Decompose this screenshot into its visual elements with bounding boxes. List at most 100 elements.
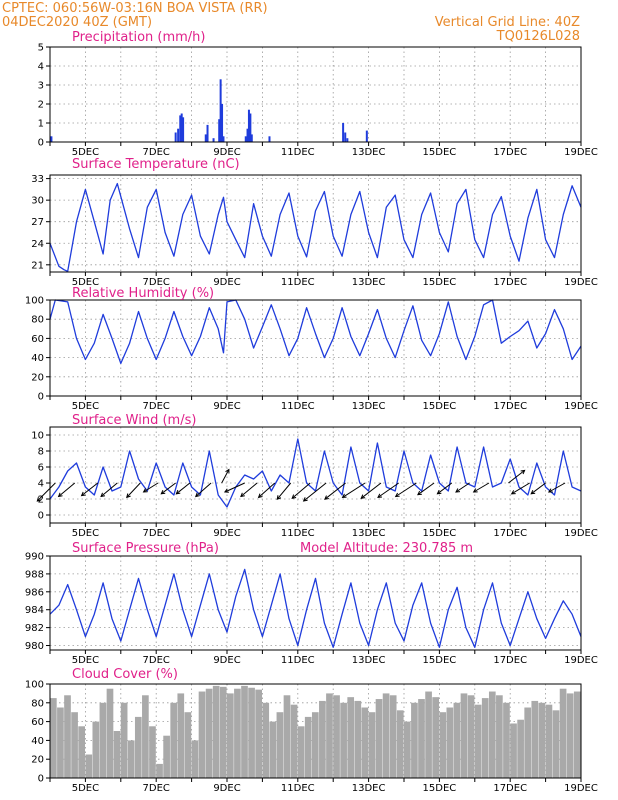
- cloud-cover-bar: [212, 685, 220, 778]
- y-tick-label: 0: [38, 392, 44, 403]
- y-tick-label: 0: [38, 511, 44, 522]
- wind-vector: [58, 482, 76, 497]
- cloud-cover-bar: [50, 698, 57, 778]
- precip-bar: [219, 79, 222, 142]
- x-tick-label: 15DEC: [423, 783, 457, 794]
- cloud-cover-bar: [524, 707, 532, 778]
- wind-vector: [530, 482, 546, 495]
- rh-panel: 0 20 40 60 80 100 5DEC 7DEC 9DEC 11DEC 13DEC 15DEC 1…: [25, 286, 598, 412]
- rh-frame: [49, 299, 582, 397]
- x-tick-label: 11DEC: [281, 783, 315, 794]
- cloud-cover-bar: [205, 688, 213, 778]
- cloud-cover-bar: [191, 740, 199, 778]
- y-tick-label: 3: [38, 81, 44, 92]
- cloud-cover-bar: [184, 712, 192, 778]
- precip-bar: [204, 134, 207, 142]
- precip-bar: [344, 132, 347, 142]
- wind-vector: [240, 482, 258, 497]
- y-tick-label: 984: [25, 605, 44, 616]
- x-tick-label: 13DEC: [352, 783, 386, 794]
- wind-vector: [224, 482, 245, 493]
- x-tick-label: 13DEC: [352, 401, 386, 412]
- wind-vector: [81, 482, 99, 496]
- cloud-cover-bar: [198, 691, 206, 778]
- cloud-cover-bar: [113, 731, 121, 778]
- pres-series-line: [49, 568, 582, 648]
- x-tick-label: 17DEC: [493, 147, 527, 158]
- x-tick-label: 13DEC: [352, 147, 386, 158]
- cloud-cover-bar: [149, 726, 156, 778]
- x-tick-label: 5DEC: [72, 401, 99, 412]
- y-tick-label: 980: [25, 641, 44, 652]
- y-tick-label: 982: [25, 623, 44, 634]
- y-tick-label: 30: [31, 196, 44, 207]
- x-tick-label: 15DEC: [423, 655, 457, 666]
- cloud-cover-bar: [234, 688, 241, 778]
- cloud-cover-bar: [333, 695, 340, 778]
- wind-vector: [126, 482, 141, 498]
- cloud-cover-bar: [573, 691, 581, 778]
- cloud-cover-bar: [241, 685, 248, 778]
- precip-bar: [247, 109, 250, 142]
- cloud-cover-bar: [262, 702, 270, 778]
- wind-vector: [176, 482, 191, 495]
- wind-vector: [221, 469, 230, 484]
- x-tick-label: 7DEC: [143, 783, 170, 794]
- x-tick-label: 15DEC: [423, 528, 457, 539]
- precip-bar: [179, 115, 182, 142]
- temp-panel: 21 24 27 30 33 5DEC 7DEC 9DEC 11DEC 13DEC 15DEC 17D…: [31, 157, 598, 288]
- temp-title: Surface Temperature (nC): [72, 157, 240, 172]
- precip-bar: [249, 113, 252, 142]
- cloud-panel: 0 20 40 60 80 100 5DEC 7DEC 9DEC 11DEC 13DEC 15DEC 1…: [25, 667, 598, 794]
- wind-vector-head: [223, 488, 229, 493]
- x-tick-label: 19DEC: [564, 655, 598, 666]
- y-tick-label: 40: [31, 736, 44, 747]
- cloud-cover-bar: [99, 702, 107, 778]
- wind-vector-head: [472, 488, 478, 493]
- x-tick-label: 9DEC: [213, 528, 240, 539]
- wind-vector: [508, 470, 525, 484]
- y-tick-label: 80: [31, 698, 44, 709]
- wind-vector-head: [100, 492, 106, 498]
- cloud-cover-bar: [311, 712, 319, 778]
- cloud-cover-bar: [290, 704, 298, 778]
- cloud-cover-bar: [64, 695, 71, 778]
- cloud-cover-bar: [418, 699, 425, 778]
- wind-vector-head: [436, 489, 442, 495]
- cloud-cover-bar: [425, 691, 432, 778]
- wind-vector: [258, 482, 276, 498]
- y-tick-label: 8: [38, 447, 44, 458]
- y-tick-label: 990: [25, 552, 44, 563]
- cloud-cover-bar: [85, 754, 93, 778]
- wind-vector-head: [360, 494, 366, 499]
- wind-vector: [303, 482, 327, 502]
- x-tick-label: 13DEC: [352, 655, 386, 666]
- header-station: CPTEC: 060:56W-03:16N BOA VISTA (RR): [2, 1, 268, 16]
- y-tick-label: 2: [38, 495, 44, 506]
- x-tick-label: 17DEC: [493, 277, 527, 288]
- precip-bar: [50, 136, 53, 142]
- y-tick-label: 4: [38, 62, 44, 73]
- wind-vector-head: [377, 493, 383, 498]
- y-tick-label: 988: [25, 569, 44, 580]
- wind-vector-head: [291, 494, 297, 499]
- cloud-cover-bar: [71, 712, 78, 778]
- cloud-cover-bar: [566, 693, 574, 778]
- y-tick-label: 0: [38, 138, 44, 149]
- precip-bar: [346, 138, 349, 142]
- precip-panel: 0 1 2 3 4 5 5DEC 7DEC 9DEC 11DEC 13DEC 15DEC 17DEC 19…: [38, 30, 598, 158]
- precip-bar: [246, 128, 249, 142]
- cloud-cover-bar: [503, 702, 510, 778]
- wind-vector: [455, 482, 470, 493]
- cloud-cover-bar: [389, 695, 397, 778]
- y-tick-label: 20: [31, 372, 44, 383]
- wind-vector: [395, 482, 417, 497]
- cloud-cover-bar: [439, 712, 447, 778]
- wind-vector: [324, 482, 346, 500]
- cloud-cover-bar: [354, 700, 362, 778]
- x-tick-label: 9DEC: [213, 783, 240, 794]
- cloud-cover-bar: [517, 719, 524, 778]
- wind-vector-head: [302, 497, 308, 502]
- x-tick-label: 17DEC: [493, 783, 527, 794]
- y-tick-label: 2: [38, 100, 44, 111]
